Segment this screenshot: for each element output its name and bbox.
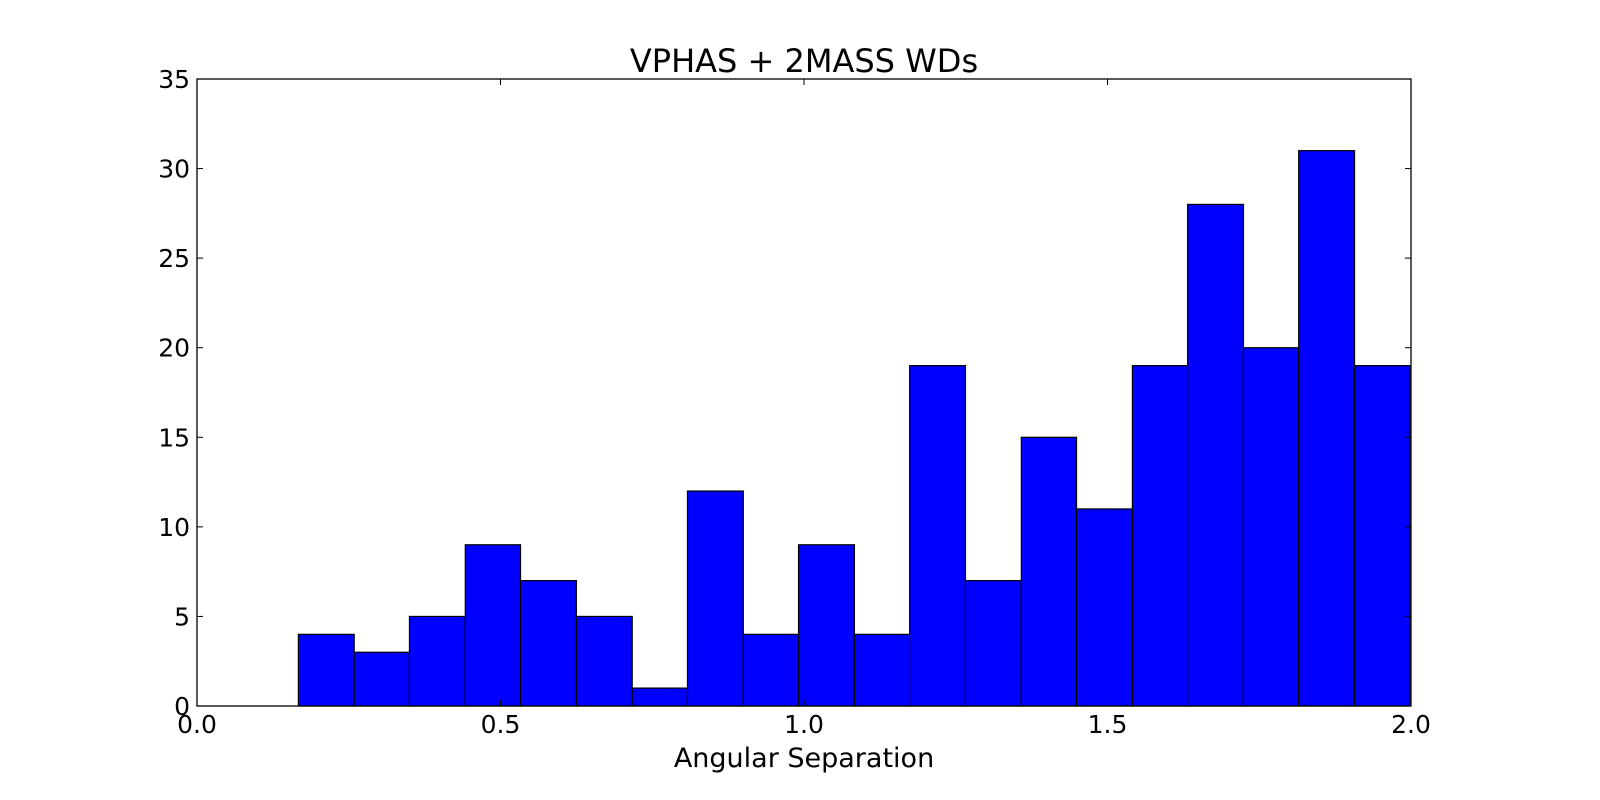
histogram-bar xyxy=(742,633,800,707)
histogram-bar xyxy=(1020,436,1078,707)
y-tick-label: 15 xyxy=(158,423,190,452)
plot-frame xyxy=(196,78,1412,707)
histogram-bar xyxy=(686,490,744,707)
x-axis-label: Angular Separation xyxy=(674,743,934,774)
histogram-bar xyxy=(575,615,633,707)
y-tick-label: 25 xyxy=(158,244,190,273)
y-tick-label: 20 xyxy=(158,334,190,363)
y-tick-label: 5 xyxy=(174,602,190,631)
histogram-bar xyxy=(1353,365,1411,707)
histogram-bar xyxy=(464,544,522,707)
histogram-bar xyxy=(797,544,855,707)
x-tick-label: 1.0 xyxy=(784,710,824,739)
y-tick-label: 0 xyxy=(174,692,190,721)
bars-group xyxy=(297,150,1411,707)
histogram-bar xyxy=(1298,150,1356,707)
histogram-bar xyxy=(519,579,577,707)
histogram-bar xyxy=(964,579,1022,707)
ticks-group: 0.0 0.5 1.0 1.5 2.0 0 5 10 15 20 25 30 35 xyxy=(158,65,1431,739)
histogram-bar xyxy=(909,365,967,707)
histogram-bar xyxy=(631,687,689,707)
y-tick-label: 35 xyxy=(158,65,190,94)
y-tick-label: 30 xyxy=(158,155,190,184)
histogram-bar xyxy=(1187,203,1245,707)
histogram-bar xyxy=(297,633,355,707)
x-tick-label: 0.5 xyxy=(481,710,521,739)
histogram-bar xyxy=(1075,508,1133,707)
histogram-bar xyxy=(1242,347,1300,707)
chart-title: VPHAS + 2MASS WDs xyxy=(630,42,978,80)
histogram-bar xyxy=(853,633,911,707)
x-tick-label: 1.5 xyxy=(1088,710,1128,739)
histogram-bar xyxy=(1131,365,1189,707)
y-tick-label: 10 xyxy=(158,513,190,542)
x-tick-label: 2.0 xyxy=(1391,710,1431,739)
histogram-bar xyxy=(353,651,411,707)
histogram-bar xyxy=(408,615,466,707)
x-tick-label: 0.0 xyxy=(177,710,217,739)
